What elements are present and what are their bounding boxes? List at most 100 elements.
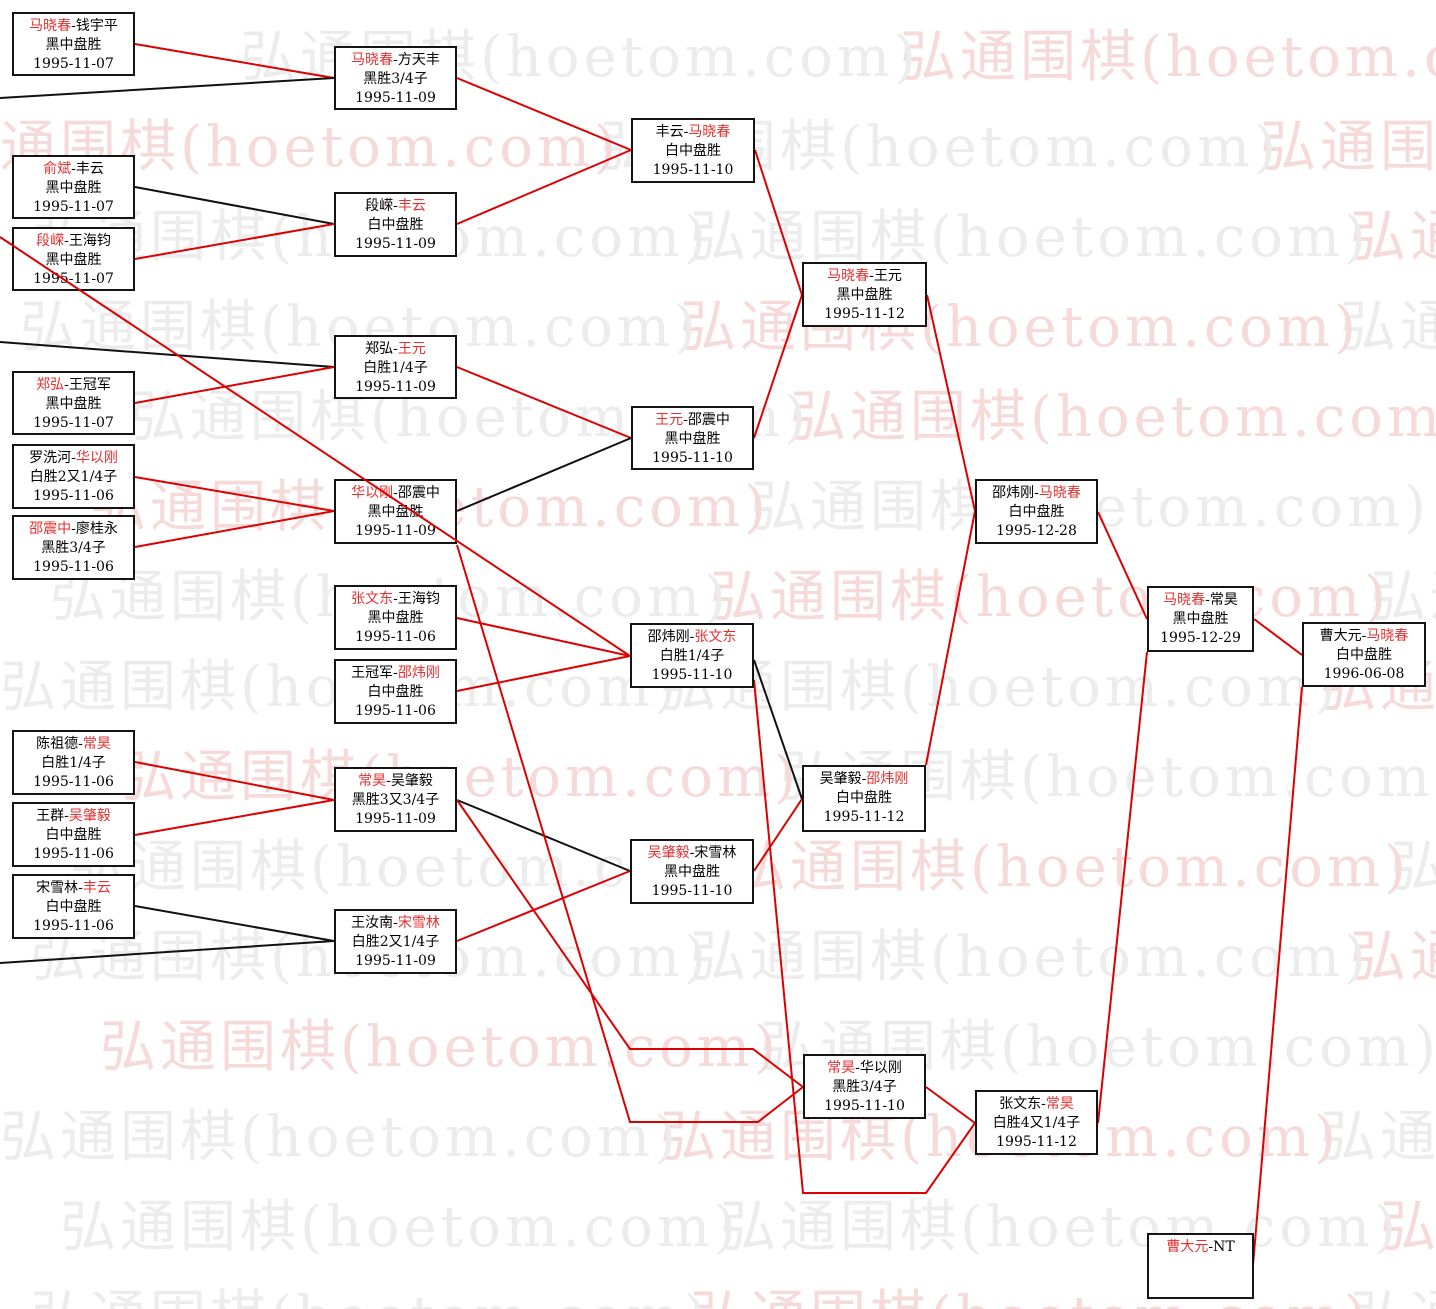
match-date: 1995-11-06 <box>33 559 114 575</box>
player-name-2: 王元 <box>397 341 426 357</box>
player-name-2: 常昊 <box>1209 592 1238 608</box>
player-name-2: 邵震中 <box>397 485 440 501</box>
match-box-m29[interactable]: 曹大元-马晓春 白中盘胜 1996-06-08 <box>1302 622 1426 687</box>
player-name-1: 曹大元 <box>1319 628 1362 644</box>
player-separator: - <box>393 198 398 214</box>
match-players: 曹大元-NT <box>1149 1238 1252 1257</box>
match-box-m11[interactable]: 段嵘-丰云 白中盘胜 1995-11-09 <box>334 192 457 257</box>
player-name-2: 王海钧 <box>397 591 440 607</box>
match-result: 白中盘胜 <box>45 827 102 843</box>
match-box-m1[interactable]: 马晓春-钱宇平 黑中盘胜 1995-11-07 <box>12 12 135 76</box>
connection-line-m21-to-m23 <box>753 798 803 872</box>
player-name-2: 常昊 <box>1045 1096 1074 1112</box>
player-name-2: 马晓春 <box>688 124 731 140</box>
player-name-1: 马晓春 <box>351 52 394 68</box>
player-name-2: 宋雪林 <box>694 845 737 861</box>
match-box-m23[interactable]: 吴肇毅-邵炜刚 白中盘胜 1995-11-12 <box>802 765 926 832</box>
player-separator: - <box>71 161 76 177</box>
player-separator: - <box>869 268 874 284</box>
match-box-m19[interactable]: 王元-邵震中 黑中盘胜 1995-11-10 <box>631 406 754 470</box>
match-date: 1995-11-06 <box>33 846 114 862</box>
player-name-1: 王冠军 <box>351 665 394 681</box>
match-date: 1995-11-07 <box>33 415 114 431</box>
connection-line-m2-to-m11 <box>134 186 335 225</box>
watermark-text: 弘通围棋(hoetom.com) <box>900 25 1436 90</box>
match-box-m6[interactable]: 邵震中-廖桂永 黑胜3/4子 1995-11-06 <box>12 515 135 580</box>
match-box-m5[interactable]: 罗洗河-华以刚 白胜2又1/4子 1995-11-06 <box>12 444 135 509</box>
match-box-m8[interactable]: 王群-吴肇毅 白中盘胜 1995-11-06 <box>12 802 135 867</box>
match-box-m13[interactable]: 华以刚-邵震中 黑中盘胜 1995-11-09 <box>334 479 457 544</box>
match-box-m9[interactable]: 宋雪林-丰云 白中盘胜 1995-11-06 <box>12 874 135 939</box>
match-date: 1995-11-06 <box>33 918 114 934</box>
match-players: 郑弘-王冠军 <box>14 376 133 395</box>
match-players: 吴肇毅-宋雪林 <box>632 844 752 863</box>
match-box-m26[interactable]: 张文东-常昊 白胜4又1/4子 1995-11-12 <box>975 1090 1098 1155</box>
match-box-m12[interactable]: 郑弘-王元 白胜1/4子 1995-11-09 <box>334 335 457 399</box>
player-separator: - <box>1041 1096 1046 1112</box>
match-players: 曹大元-马晓春 <box>1304 627 1424 646</box>
player-name-1: 邵震中 <box>29 521 72 537</box>
match-box-m20[interactable]: 邵炜刚-张文东 白胜1/4子 1995-11-10 <box>630 623 754 688</box>
match-players: 俞斌-丰云 <box>14 160 133 179</box>
watermark-text: 弘通围棋(hoetom.com) <box>730 835 1410 900</box>
connection-line-m7-to-m16 <box>134 761 335 801</box>
player-name-1: 华以刚 <box>351 485 394 501</box>
match-box-m18[interactable]: 丰云-马晓春 白中盘胜 1995-11-10 <box>631 118 755 183</box>
match-date: 1995-11-07 <box>33 271 114 287</box>
match-result: 黑胜3又3/4子 <box>351 792 440 808</box>
match-result: 黑中盘胜 <box>367 504 424 520</box>
watermark-text: 弘通围棋(hoetom.com) <box>660 655 1340 720</box>
match-result: 白中盘胜 <box>1336 647 1392 663</box>
connection-line-offscreen-to-m10 <box>0 77 335 99</box>
match-box-m17[interactable]: 王汝南-宋雪林 白胜2又1/4子 1995-11-09 <box>334 909 457 974</box>
match-box-m3[interactable]: 段嵘-王海钧 黑中盘胜 1995-11-07 <box>12 227 135 291</box>
match-box-m10[interactable]: 马晓春-方天丰 黑胜3/4子 1995-11-09 <box>334 46 457 110</box>
match-box-m28[interactable]: 曹大元-NT <box>1147 1233 1254 1299</box>
match-result: 白中盘胜 <box>665 143 721 159</box>
match-box-m2[interactable]: 俞斌-丰云 黑中盘胜 1995-11-07 <box>12 155 135 219</box>
match-box-m21[interactable]: 吴肇毅-宋雪林 黑中盘胜 1995-11-10 <box>630 839 754 904</box>
match-date: 1995-11-12 <box>824 306 905 322</box>
match-box-m24[interactable]: 常昊-华以刚 黑胜3/4子 1995-11-10 <box>803 1054 926 1119</box>
player-name-1: 常昊 <box>827 1060 856 1076</box>
connection-line-m1-to-m10 <box>134 43 335 79</box>
player-name-1: 段嵘 <box>36 233 65 249</box>
connection-line-m16-to-m21 <box>456 799 631 872</box>
match-result: 黑胜3/4子 <box>363 71 428 87</box>
player-name-1: 王群 <box>36 808 65 824</box>
match-date: 1995-11-10 <box>651 883 733 899</box>
connection-line-m3-to-m11 <box>134 223 335 260</box>
match-box-m7[interactable]: 陈祖德-常昊 白胜1/4子 1995-11-06 <box>12 730 135 795</box>
watermark-text: 弘通围棋(hoetom.com) <box>1260 115 1436 180</box>
match-box-m15[interactable]: 王冠军-邵炜刚 白中盘胜 1995-11-06 <box>334 659 457 724</box>
player-name-2: 廖桂永 <box>75 521 118 537</box>
match-date: 1995-11-10 <box>824 1098 905 1114</box>
match-date: 1995-11-09 <box>355 523 436 539</box>
match-date: 1995-11-06 <box>33 774 114 790</box>
match-box-m27[interactable]: 马晓春-常昊 黑中盘胜 1995-12-29 <box>1147 586 1254 652</box>
watermark-text: 弘通围棋(hoetom.com) <box>60 1195 740 1260</box>
match-box-m4[interactable]: 郑弘-王冠军 黑中盘胜 1995-11-07 <box>12 371 135 435</box>
player-name-2: 吴肇毅 <box>68 808 111 824</box>
connection-line-m17-to-m21 <box>456 870 631 942</box>
match-box-m16[interactable]: 常昊-吴肇毅 黑胜3又3/4子 1995-11-09 <box>334 767 457 832</box>
player-name-1: 陈祖德 <box>36 736 79 752</box>
match-date: 1995-11-06 <box>355 703 436 719</box>
player-name-1: 邵炜刚 <box>992 485 1035 501</box>
watermark-text: 弘通围棋(hoetom.com) <box>690 925 1370 990</box>
match-players: 吴肇毅-邵炜刚 <box>804 770 924 789</box>
match-players: 王元-邵震中 <box>633 411 752 430</box>
player-name-2: 马晓春 <box>1366 628 1409 644</box>
player-name-2: 华以刚 <box>75 450 118 466</box>
match-box-m14[interactable]: 张文东-王海钧 黑中盘胜 1995-11-06 <box>334 585 457 650</box>
watermark-text: 弘通围棋(hoetom.com) <box>1340 295 1436 360</box>
player-name-2: 丰云 <box>82 880 111 896</box>
match-box-m22[interactable]: 马晓春-王元 黑中盘胜 1995-11-12 <box>802 262 927 327</box>
match-result: 黑胜3/4子 <box>41 540 106 556</box>
player-name-2: 王元 <box>873 268 902 284</box>
match-result: 黑中盘胜 <box>664 864 720 880</box>
match-result: 白胜1/4子 <box>363 360 428 376</box>
match-result: 白胜2又1/4子 <box>29 469 118 485</box>
match-box-m25[interactable]: 邵炜刚-马晓春 白中盘胜 1995-12-28 <box>975 479 1098 544</box>
match-date: 1995-11-12 <box>823 809 905 825</box>
